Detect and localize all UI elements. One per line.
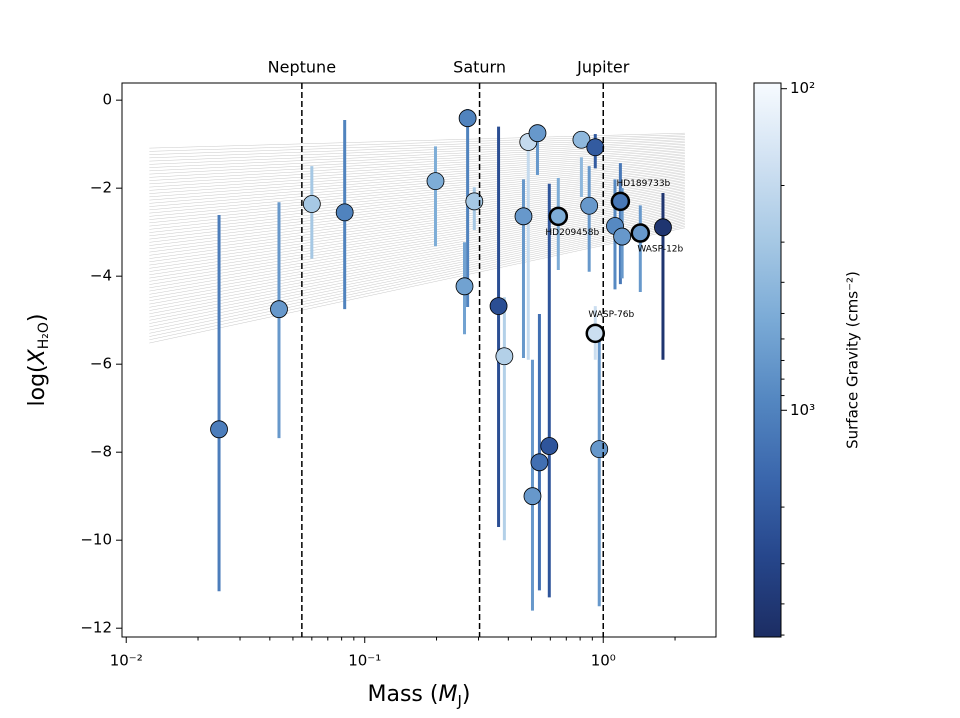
y-label-symbol: X bbox=[25, 348, 50, 365]
data-point bbox=[514, 207, 533, 226]
reference-label: Jupiter bbox=[576, 58, 630, 77]
plot-area bbox=[149, 108, 685, 611]
model-line bbox=[149, 214, 685, 318]
data-point bbox=[572, 130, 591, 149]
y-tick-label: −6 bbox=[90, 355, 112, 373]
y-tick-label: −8 bbox=[90, 443, 112, 461]
y-tick-label: 0 bbox=[102, 91, 112, 109]
reference-label: Neptune bbox=[268, 58, 336, 77]
y-axis-label: log(XH₂O) bbox=[25, 314, 52, 407]
colorbar-label: Surface Gravity (cms⁻²) bbox=[844, 271, 862, 449]
point-annotation: WASP-76b bbox=[588, 310, 634, 320]
x-tick-label: 10⁻¹ bbox=[348, 652, 381, 670]
model-line bbox=[149, 170, 685, 227]
model-line bbox=[149, 178, 685, 243]
y-tick-label: −10 bbox=[80, 531, 112, 549]
colorbar-tick-label: 10² bbox=[790, 79, 815, 97]
data-point bbox=[613, 227, 632, 246]
x-label-text: ) bbox=[462, 682, 471, 707]
model-line bbox=[149, 207, 685, 302]
data-point bbox=[590, 440, 609, 459]
model-line bbox=[149, 200, 685, 289]
model-line bbox=[149, 203, 685, 295]
model-line bbox=[149, 221, 685, 331]
x-tick-label: 10⁰ bbox=[591, 652, 616, 670]
colorbar-tick-label: 10³ bbox=[790, 401, 815, 419]
model-line bbox=[149, 172, 685, 230]
x-tick-label: 10⁻² bbox=[110, 652, 143, 670]
data-point bbox=[426, 172, 445, 191]
model-line bbox=[149, 169, 685, 224]
model-line bbox=[149, 202, 685, 292]
data-point bbox=[458, 109, 477, 128]
model-line bbox=[149, 210, 685, 308]
data-point bbox=[586, 138, 605, 157]
y-label-text: log( bbox=[25, 364, 50, 406]
model-line bbox=[149, 162, 685, 211]
data-point bbox=[540, 437, 559, 455]
x-label-text: Mass ( bbox=[368, 682, 439, 707]
model-line bbox=[149, 213, 685, 315]
model-line bbox=[149, 181, 685, 250]
point-annotation: WASP-12b bbox=[637, 245, 683, 255]
y-tick-label: −2 bbox=[90, 179, 112, 197]
highlighted-point bbox=[630, 223, 651, 243]
point-annotation: HD209458b bbox=[545, 228, 599, 238]
model-line bbox=[149, 211, 685, 311]
y-label-text: ) bbox=[25, 314, 50, 323]
data-point bbox=[523, 487, 542, 506]
data-point bbox=[270, 300, 288, 319]
data-point bbox=[654, 218, 672, 237]
y-label-subscript: H₂O bbox=[36, 322, 52, 349]
model-line bbox=[149, 219, 685, 328]
model-line bbox=[149, 161, 685, 207]
model-line bbox=[149, 164, 685, 214]
model-line bbox=[149, 173, 685, 233]
y-tick-label: −4 bbox=[90, 267, 112, 285]
model-line bbox=[149, 208, 685, 305]
axes-frame bbox=[121, 82, 717, 638]
data-point bbox=[489, 297, 508, 315]
data-point bbox=[210, 420, 228, 439]
reference-label: Saturn bbox=[453, 58, 506, 77]
x-axis-label: Mass (MJ) bbox=[368, 682, 471, 710]
highlighted-point bbox=[548, 206, 569, 227]
model-line bbox=[149, 199, 685, 285]
highlighted-point bbox=[585, 323, 606, 344]
model-line bbox=[149, 183, 685, 253]
model-line bbox=[149, 225, 685, 341]
data-point bbox=[580, 196, 599, 215]
data-point bbox=[528, 124, 547, 143]
data-point bbox=[455, 277, 474, 296]
y-tick-label: −12 bbox=[80, 619, 112, 637]
x-label-symbol: M bbox=[438, 682, 457, 707]
model-line bbox=[149, 180, 685, 246]
data-point bbox=[465, 192, 484, 211]
model-line bbox=[149, 167, 685, 220]
model-line bbox=[149, 222, 685, 334]
data-point bbox=[335, 203, 354, 222]
model-line bbox=[149, 186, 685, 259]
model-line bbox=[149, 184, 685, 256]
model-line bbox=[149, 205, 685, 298]
data-point bbox=[302, 195, 321, 213]
model-line bbox=[149, 166, 685, 217]
data-point bbox=[495, 347, 514, 366]
model-envelope bbox=[149, 227, 685, 344]
highlighted-point bbox=[610, 191, 631, 212]
model-line bbox=[149, 216, 685, 321]
model-line bbox=[149, 175, 685, 237]
model-line bbox=[149, 218, 685, 324]
point-annotation: HD189733b bbox=[616, 179, 670, 189]
x-label-subscript: J bbox=[456, 692, 461, 710]
model-line bbox=[149, 224, 685, 337]
colorbar bbox=[753, 82, 782, 638]
data-point bbox=[530, 453, 549, 472]
model-line bbox=[149, 177, 685, 240]
